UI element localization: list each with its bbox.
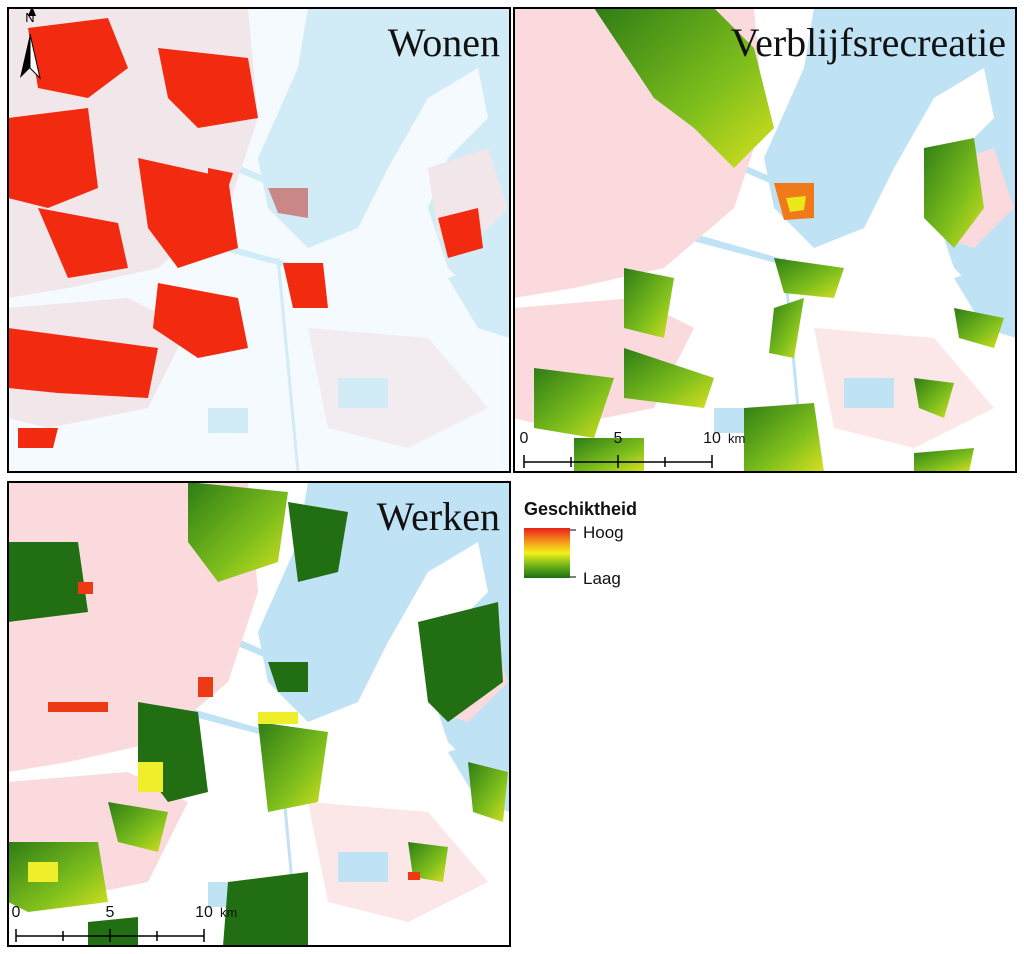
panel-title: Wonen (388, 20, 500, 65)
scale-bar (523, 455, 713, 468)
panel-verblijfsrecreatie: Verblijfsrecreatie 0 5 10 km (513, 7, 1017, 473)
scale-label: 10 (703, 430, 721, 447)
scale-label: 10 (195, 904, 213, 921)
scale-unit: km (728, 431, 745, 446)
scale-label: 0 (12, 904, 21, 921)
legend: Geschiktheid Hoog Laag (524, 499, 637, 588)
legend-title: Geschiktheid (524, 499, 637, 519)
panel-title: Werken (377, 494, 500, 539)
scale-label: 5 (106, 904, 115, 921)
legend-ramp (524, 528, 570, 578)
scale-unit: km (220, 905, 237, 920)
legend-high: Hoog (583, 523, 624, 542)
north-label: N (25, 10, 34, 25)
map (8, 8, 510, 472)
legend-low: Laag (583, 569, 621, 588)
panel-title: Verblijfsrecreatie (731, 20, 1006, 65)
scale-label: 5 (614, 430, 623, 447)
panel-werken: Werken 0 5 10 km (7, 481, 511, 947)
panel-wonen: Wonen N (7, 7, 511, 473)
scale-label: 0 (520, 430, 529, 447)
scale-bar (15, 929, 205, 942)
map (8, 482, 510, 946)
map (514, 8, 1016, 472)
north-arrow: N (20, 10, 41, 80)
